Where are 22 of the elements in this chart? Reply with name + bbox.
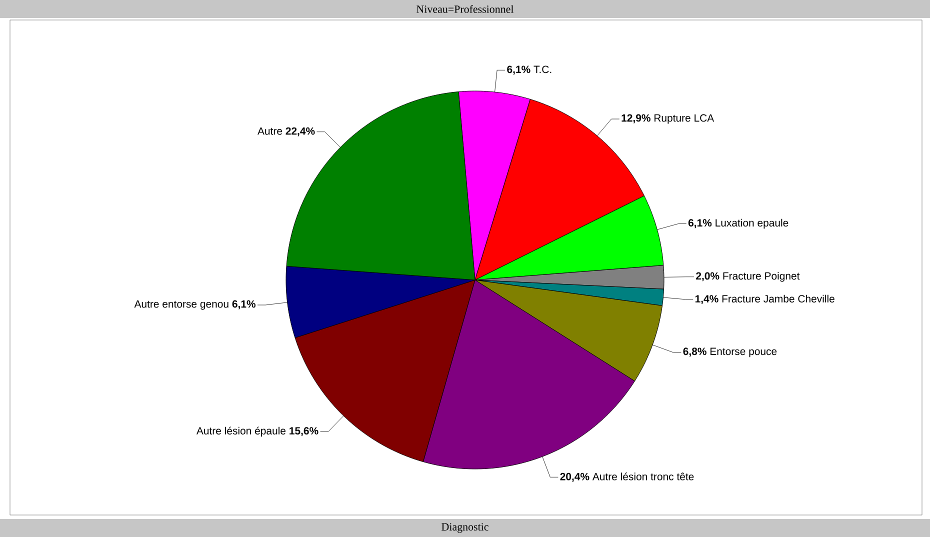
chart-title: Niveau=Professionnel bbox=[416, 5, 514, 13]
slice-label: Autre bbox=[258, 128, 282, 135]
data-label: 6,8% bbox=[683, 348, 706, 357]
data-label: 6,1% bbox=[232, 300, 256, 310]
slice-label: Fracture Poignet bbox=[723, 272, 800, 282]
data-label: 15,6% bbox=[290, 427, 318, 436]
slice-label: Luxation epaule bbox=[716, 218, 788, 229]
data-label: 12,9% bbox=[622, 114, 650, 124]
slice-label: Entorse pouce bbox=[710, 348, 777, 358]
slice-label: Autre lésion épaule bbox=[196, 426, 286, 437]
data-label: 20,4% bbox=[560, 472, 590, 482]
data-label: 6,1% bbox=[688, 219, 712, 228]
data-label: 1,4% bbox=[695, 295, 718, 304]
slice-label: Autre lésion tronc tête bbox=[592, 472, 694, 480]
data-label: 6,1% bbox=[507, 66, 530, 75]
slice-label: Fracture Jambe Cheville bbox=[722, 294, 834, 303]
text: Diagnostic bbox=[442, 523, 488, 533]
slice-label: T.C. bbox=[534, 66, 552, 74]
data-label: 22,4% bbox=[286, 127, 315, 136]
slice-label: Rupture LCA bbox=[654, 114, 714, 124]
data-label: 2,0% bbox=[696, 272, 720, 282]
slice-label: Autre entorse genou bbox=[134, 300, 228, 310]
